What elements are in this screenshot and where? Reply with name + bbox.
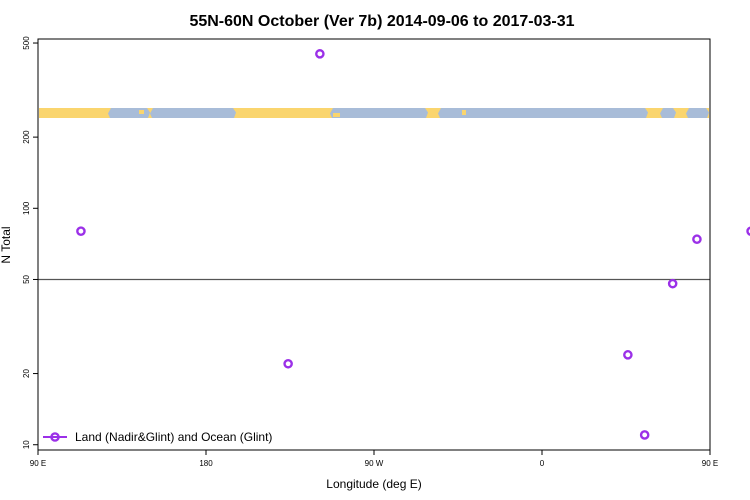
x-tick-label: 0 — [540, 459, 545, 468]
map-island — [677, 112, 681, 117]
map-ocean-region — [150, 108, 236, 118]
y-tick-label: 20 — [22, 369, 31, 378]
data-point — [623, 350, 633, 360]
data-point — [315, 49, 325, 59]
map-island — [462, 110, 466, 115]
data-point — [283, 358, 293, 369]
y-tick-label: 500 — [22, 36, 31, 50]
map-ocean-region — [438, 108, 648, 118]
data-point — [639, 430, 650, 440]
x-tick-label: 90 E — [30, 459, 46, 468]
x-tick-label: 90 E — [702, 459, 718, 468]
legend: Land (Nadir&Glint) and Ocean (Glint) — [43, 430, 272, 444]
chart-title: 55N-60N October (Ver 7b) 2014-09-06 to 2… — [189, 13, 574, 30]
legend-label: Land (Nadir&Glint) and Ocean (Glint) — [75, 430, 272, 444]
y-tick-label: 200 — [22, 130, 31, 144]
legend-marker — [50, 432, 60, 442]
data-points — [76, 49, 750, 440]
map-island — [433, 113, 436, 118]
data-point — [746, 226, 750, 236]
map-island — [333, 113, 340, 117]
y-tick-label: 50 — [22, 274, 31, 283]
y-tick-label: 100 — [22, 201, 31, 215]
map-ocean-region — [686, 108, 709, 118]
y-tick-label: 10 — [22, 440, 31, 449]
y-axis-label: N Total — [0, 226, 13, 263]
x-axis-label: Longitude (deg E) — [326, 477, 421, 491]
data-point — [692, 234, 702, 245]
x-axis-ticks: 90 E 180 90 W 0 90 E — [30, 450, 718, 468]
map-ocean-region — [330, 108, 428, 118]
map-ocean-region — [660, 108, 676, 118]
map-island — [139, 110, 144, 114]
x-tick-label: 90 W — [365, 459, 384, 468]
x-tick-label: 180 — [199, 459, 213, 468]
data-point — [76, 226, 86, 237]
data-point — [667, 278, 678, 289]
plot-frame — [37, 38, 711, 451]
y-axis-ticks: 10 20 50 100 200 500 — [22, 36, 38, 449]
world-map-strip — [39, 108, 709, 118]
